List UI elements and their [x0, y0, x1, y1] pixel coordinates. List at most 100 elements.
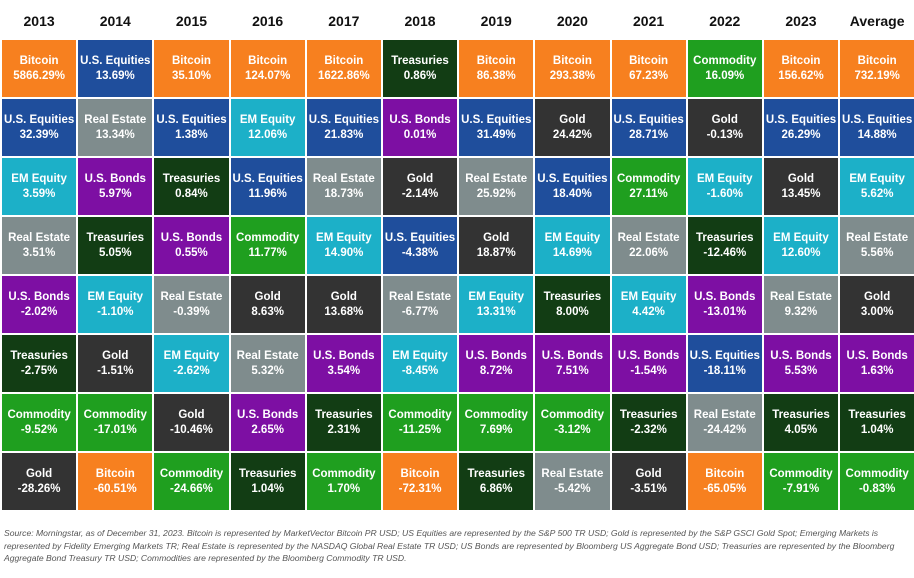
return-cell: Treasuries -12.46% — [687, 217, 762, 274]
return-value: 3.59% — [22, 187, 56, 200]
return-cell: Gold -0.13% — [687, 99, 762, 156]
asset-label: EM Equity — [544, 231, 601, 244]
asset-label: Real Estate — [236, 349, 299, 362]
asset-label: Gold — [330, 290, 357, 303]
asset-label: EM Equity — [87, 290, 144, 303]
return-value: 31.49% — [476, 128, 516, 141]
asset-label: Treasuries — [86, 231, 145, 244]
return-cell: U.S. Equities 13.69% — [78, 40, 153, 97]
return-value: -3.12% — [554, 423, 591, 436]
asset-label: Treasuries — [238, 467, 297, 480]
return-value: 5.97% — [98, 187, 132, 200]
asset-label: Commodity — [388, 408, 452, 421]
return-value: 732.19% — [854, 69, 900, 82]
column-header: 2016 — [252, 13, 284, 29]
return-value: 18.87% — [476, 246, 516, 259]
return-cell: U.S. Bonds 0.01% — [382, 99, 458, 156]
return-cell: U.S. Bonds -1.54% — [611, 335, 686, 392]
asset-label: U.S. Equities — [232, 172, 303, 185]
asset-label: U.S. Equities — [80, 54, 151, 67]
return-cell: Real Estate -0.39% — [154, 276, 229, 333]
asset-label: Gold — [787, 172, 815, 185]
return-value: -6.77% — [401, 305, 439, 318]
column-header: 2021 — [633, 13, 665, 29]
return-cell: U.S. Equities -4.38% — [382, 217, 458, 274]
return-cell: Gold 8.63% — [230, 276, 305, 333]
return-value: 67.23% — [629, 69, 669, 82]
asset-label: Treasuries — [619, 408, 678, 421]
return-value: -8.45% — [401, 364, 439, 377]
asset-label: Gold — [254, 290, 281, 303]
return-value: 13.31% — [476, 305, 516, 318]
asset-label: U.S. Bonds — [694, 290, 756, 303]
asset-label: Real Estate — [769, 290, 832, 303]
return-value: -65.05% — [703, 482, 747, 495]
return-value: -18.11% — [703, 364, 746, 377]
return-cell: Treasuries 0.84% — [154, 158, 229, 215]
return-cell: U.S. Equities 31.49% — [459, 99, 534, 156]
return-cell: U.S. Equities 1.38% — [154, 99, 229, 156]
return-value: 293.38% — [549, 69, 596, 82]
return-cell: Real Estate 9.32% — [763, 276, 839, 333]
return-cell: EM Equity 14.69% — [535, 217, 610, 274]
return-value: 14.90% — [324, 246, 364, 259]
asset-label: Treasuries — [467, 467, 525, 480]
return-cell: Bitcoin -65.05% — [687, 453, 762, 510]
asset-label: Treasuries — [848, 408, 906, 421]
return-value: -10.46% — [170, 423, 213, 436]
return-value: 5.32% — [251, 364, 284, 377]
return-cell: Real Estate 13.34% — [78, 99, 153, 156]
return-cell: Treasuries 0.86% — [382, 40, 458, 97]
return-value: -2.62% — [173, 364, 210, 377]
return-value: 13.45% — [781, 187, 821, 200]
asset-label: Gold — [102, 349, 129, 362]
return-cell: EM Equity 4.42% — [611, 276, 686, 333]
asset-label: EM Equity — [849, 172, 905, 185]
return-value: 12.60% — [781, 246, 821, 259]
return-cell: U.S. Equities 26.29% — [763, 99, 839, 156]
column-header: 2017 — [328, 13, 360, 29]
asset-label: Commodity — [693, 54, 757, 67]
return-cell: U.S. Equities 28.71% — [611, 99, 686, 156]
asset-label: Bitcoin — [248, 54, 288, 67]
return-value: 8.63% — [251, 305, 284, 318]
return-value: 13.69% — [95, 69, 135, 82]
return-value: 14.88% — [857, 128, 897, 141]
return-value: 8.00% — [556, 305, 589, 318]
asset-label: Bitcoin — [781, 54, 821, 67]
return-cell: EM Equity 12.60% — [763, 217, 839, 274]
return-cell: Commodity -3.12% — [535, 394, 610, 451]
return-cell: EM Equity -1.10% — [78, 276, 153, 333]
asset-label: Bitcoin — [476, 54, 516, 67]
return-value: -2.75% — [20, 364, 58, 377]
return-cell: Treasuries 8.00% — [535, 276, 610, 333]
return-value: 18.40% — [552, 187, 592, 200]
asset-label: Bitcoin — [705, 467, 745, 480]
asset-label: Real Estate — [846, 231, 909, 244]
column-header: 2014 — [99, 13, 131, 29]
asset-label: Real Estate — [693, 408, 756, 421]
return-cell: U.S. Bonds 5.97% — [78, 158, 153, 215]
return-value: -28.26% — [17, 482, 61, 495]
return-value: -0.83% — [858, 482, 896, 495]
return-value: 2.65% — [251, 423, 284, 436]
return-value: -2.14% — [401, 187, 439, 200]
return-cell: EM Equity 3.59% — [2, 158, 77, 215]
asset-label: Commodity — [159, 467, 224, 480]
return-value: 12.06% — [248, 128, 288, 141]
asset-label: EM Equity — [11, 172, 67, 185]
return-cell: Treasuries -2.75% — [2, 335, 77, 392]
return-cell: Treasuries 1.04% — [840, 394, 914, 451]
asset-label: U.S. Bonds — [846, 349, 908, 362]
asset-label: Treasuries — [10, 349, 68, 362]
return-value: 24.42% — [552, 128, 592, 141]
asset-label: Commodity — [7, 408, 71, 421]
return-value: -17.01% — [93, 423, 137, 436]
return-value: 35.10% — [171, 69, 211, 82]
return-value: 4.42% — [632, 305, 665, 318]
asset-label: U.S. Bonds — [8, 290, 70, 303]
return-cell: Gold 13.68% — [306, 276, 381, 333]
return-cell: Treasuries 6.86% — [459, 453, 534, 510]
asset-label: Gold — [864, 290, 891, 303]
asset-label: Commodity — [464, 408, 528, 421]
